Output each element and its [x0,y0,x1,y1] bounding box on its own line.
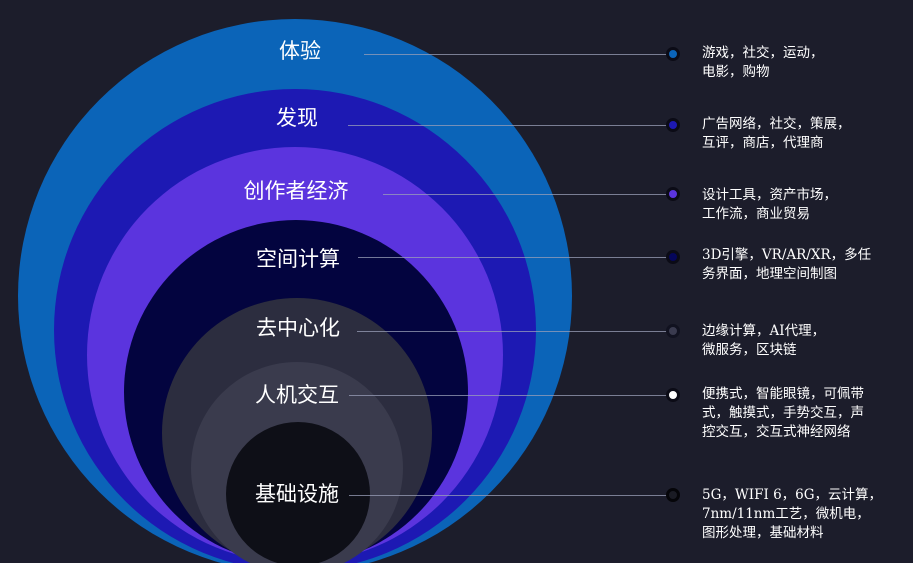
layer-title-discovery: 发现 [276,106,318,130]
marker-dot-infrastructure [666,488,680,502]
leader-line-creator-economy [383,194,670,195]
layer-desc-hci: 便携式，智能眼镜，可佩带 式，触摸式，手势交互，声 控交互，交互式神经网络 [702,386,864,440]
marker-dot-spatial-computing [666,250,680,264]
leader-line-spatial-computing [358,257,670,258]
layer-circle-infrastructure [226,422,370,563]
layer-title-hci: 人机交互 [255,383,339,407]
layer-desc-discovery: 广告网络，社交，策展， 互评，商店，代理商 [702,116,851,151]
leader-line-infrastructure [349,495,670,496]
layer-desc-infrastructure: 5G，WIFI 6，6G，云计算， 7nm/11nm工艺，微机电， 图形处理，基… [702,487,883,541]
layer-title-experience: 体验 [279,39,321,63]
layer-title-creator-economy: 创作者经济 [243,179,349,203]
leader-line-experience [364,54,670,55]
layer-desc-spatial-computing: 3D引擎，VR/AR/XR，多任 务界面，地理空间制图 [702,247,872,282]
marker-dot-creator-economy [666,187,680,201]
layer-title-infrastructure: 基础设施 [255,482,339,506]
layer-title-spatial-computing: 空间计算 [256,247,340,271]
leader-line-discovery [348,125,670,126]
marker-dot-hci [666,388,680,402]
layer-desc-decentralization: 边缘计算，AI代理， 微服务，区块链 [702,323,826,358]
marker-dot-decentralization [666,324,680,338]
leader-line-decentralization [357,331,670,332]
marker-dot-discovery [666,118,680,132]
layer-desc-creator-economy: 设计工具，资产市场， 工作流，商业贸易 [702,187,837,222]
layer-title-decentralization: 去中心化 [256,316,340,340]
layer-desc-experience: 游戏，社交，运动， 电影，购物 [702,45,824,80]
leader-line-hci [349,395,670,396]
marker-dot-experience [666,47,680,61]
